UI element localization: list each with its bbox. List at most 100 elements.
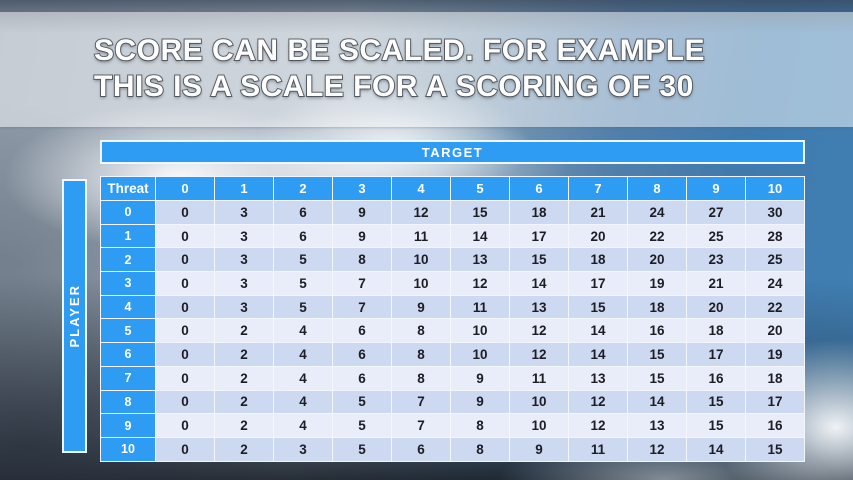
table-cell: 18 <box>745 365 805 391</box>
table-cell: 17 <box>509 223 569 249</box>
column-header: 5 <box>450 176 510 201</box>
table-row: 10 0 2 3 5 6 8 9 11 12 14 15 <box>100 436 805 462</box>
table-cell: 18 <box>568 247 628 273</box>
table-cell: 0 <box>155 413 215 438</box>
table-row: 3 0 3 5 7 10 12 14 17 19 21 24 <box>100 271 805 296</box>
table-cell: 28 <box>745 223 805 249</box>
table-cell: 18 <box>627 294 687 320</box>
table-cell: 9 <box>391 294 451 320</box>
column-header: 4 <box>391 176 451 201</box>
table-cell: 11 <box>509 365 569 391</box>
table-cell: 22 <box>627 223 687 249</box>
table-row: 7 0 2 4 6 8 9 11 13 15 16 18 <box>100 365 805 391</box>
row-header: 2 <box>100 247 156 273</box>
table-cell: 4 <box>273 413 333 438</box>
table-cell: 12 <box>391 200 451 225</box>
table-cell: 4 <box>273 365 333 391</box>
table-cell: 2 <box>214 413 274 438</box>
table-cell: 0 <box>155 247 215 273</box>
table-cell: 6 <box>332 342 392 367</box>
table-cell: 3 <box>214 223 274 249</box>
table-cell: 13 <box>450 247 510 273</box>
table-cell: 15 <box>686 389 746 415</box>
table-cell: 5 <box>273 294 333 320</box>
table-cell: 15 <box>686 413 746 438</box>
table-row: 2 0 3 5 8 10 13 15 18 20 23 25 <box>100 247 805 273</box>
title-band <box>0 12 853 127</box>
table-cell: 18 <box>509 200 569 225</box>
table-cell: 23 <box>686 247 746 273</box>
column-header: 0 <box>155 176 215 201</box>
column-header: 3 <box>332 176 392 201</box>
table-cell: 3 <box>214 200 274 225</box>
table-cell: 2 <box>214 342 274 367</box>
table-cell: 30 <box>745 200 805 225</box>
table-cell: 6 <box>332 318 392 344</box>
table-cell: 0 <box>155 365 215 391</box>
table-cell: 3 <box>273 436 333 462</box>
table-cell: 0 <box>155 294 215 320</box>
table-cell: 14 <box>450 223 510 249</box>
table-cell: 20 <box>686 294 746 320</box>
row-header: 1 <box>100 223 156 249</box>
table-cell: 9 <box>509 436 569 462</box>
table-cell: 12 <box>568 413 628 438</box>
table-cell: 14 <box>568 342 628 367</box>
table-row: 1 0 3 6 9 11 14 17 20 22 25 28 <box>100 223 805 249</box>
column-header: 8 <box>627 176 687 201</box>
table-cell: 0 <box>155 318 215 344</box>
title-line-2: THIS IS A SCALE FOR A SCORING OF 30 <box>93 69 694 104</box>
table-cell: 7 <box>391 389 451 415</box>
table-cell: 12 <box>509 318 569 344</box>
table-cell: 15 <box>745 436 805 462</box>
score-table: Threat 0 1 2 3 4 5 6 7 8 9 10 0 0 3 6 9 12 15 18 21 24 27 30 1… <box>100 176 805 462</box>
table-cell: 8 <box>332 247 392 273</box>
table-cell: 15 <box>627 342 687 367</box>
table-cell: 0 <box>155 342 215 367</box>
table-cell: 5 <box>332 436 392 462</box>
table-cell: 10 <box>450 342 510 367</box>
table-cell: 5 <box>273 271 333 296</box>
table-cell: 14 <box>509 271 569 296</box>
table-cell: 2 <box>214 436 274 462</box>
table-cell: 13 <box>509 294 569 320</box>
table-cell: 21 <box>568 200 628 225</box>
table-cell: 12 <box>509 342 569 367</box>
table-cell: 3 <box>214 294 274 320</box>
table-cell: 13 <box>568 365 628 391</box>
table-cell: 5 <box>273 247 333 273</box>
table-cell: 2 <box>214 389 274 415</box>
table-cell: 10 <box>391 271 451 296</box>
table-cell: 7 <box>332 294 392 320</box>
table-cell: 20 <box>745 318 805 344</box>
table-cell: 16 <box>627 318 687 344</box>
row-header: 10 <box>100 436 156 462</box>
table-cell: 9 <box>450 389 510 415</box>
table-cell: 17 <box>686 342 746 367</box>
table-cell: 7 <box>332 271 392 296</box>
table-cell: 12 <box>627 436 687 462</box>
table-cell: 12 <box>568 389 628 415</box>
table-cell: 5 <box>332 389 392 415</box>
table-cell: 27 <box>686 200 746 225</box>
table-cell: 0 <box>155 271 215 296</box>
table-cell: 25 <box>686 223 746 249</box>
table-cell: 4 <box>273 318 333 344</box>
table-cell: 19 <box>627 271 687 296</box>
table-row: 8 0 2 4 5 7 9 10 12 14 15 17 <box>100 389 805 415</box>
table-cell: 20 <box>627 247 687 273</box>
table-cell: 0 <box>155 200 215 225</box>
table-cell: 4 <box>273 389 333 415</box>
player-header-bar: PLAYER <box>62 179 87 453</box>
table-cell: 12 <box>450 271 510 296</box>
row-header: 5 <box>100 318 156 344</box>
table-cell: 10 <box>509 413 569 438</box>
table-cell: 24 <box>627 200 687 225</box>
table-row: 9 0 2 4 5 7 8 10 12 13 15 16 <box>100 413 805 438</box>
table-cell: 15 <box>568 294 628 320</box>
table-cell: 9 <box>332 223 392 249</box>
table-row: 4 0 3 5 7 9 11 13 15 18 20 22 <box>100 294 805 320</box>
table-cell: 8 <box>450 413 510 438</box>
score-table-body: 0 0 3 6 9 12 15 18 21 24 27 30 1 0 3 6 9 11 14 17 20 22 25 28 2 0… <box>100 200 805 462</box>
